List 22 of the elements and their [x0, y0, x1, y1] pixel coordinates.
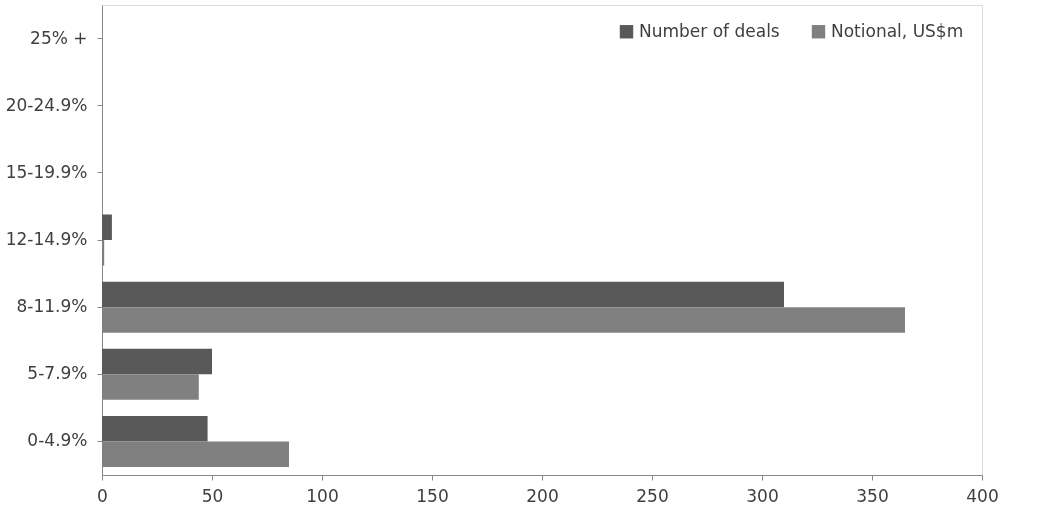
- y-tick-label: 5-7.9%: [27, 363, 88, 384]
- y-tick-label: 12-14.9%: [5, 229, 88, 249]
- x-tick-label: 150: [416, 485, 449, 506]
- x-tick-label: 50: [201, 485, 224, 506]
- x-tick-label: 200: [526, 485, 559, 506]
- bar: [102, 415, 208, 442]
- bar: [102, 281, 784, 308]
- bar: [102, 214, 112, 240]
- y-tick-label: 8-11.9%: [16, 296, 88, 317]
- x-tick-label: 100: [306, 485, 339, 506]
- y-tick-label: 15-19.9%: [5, 161, 88, 182]
- x-tick-label: 350: [856, 485, 889, 506]
- y-tick-label: 25% +: [30, 27, 88, 48]
- y-tick-label: 20-24.9%: [5, 94, 88, 115]
- y-tick-label: 0-4.9%: [27, 430, 88, 451]
- bar: [102, 348, 212, 375]
- x-tick-label: 0: [97, 485, 108, 506]
- x-tick-label: 250: [636, 485, 669, 506]
- legend-label: Notional, US$m: [831, 20, 964, 41]
- legend-label: Number of deals: [639, 20, 780, 41]
- x-tick-label: 400: [966, 485, 999, 506]
- x-tick-label: 300: [746, 485, 779, 506]
